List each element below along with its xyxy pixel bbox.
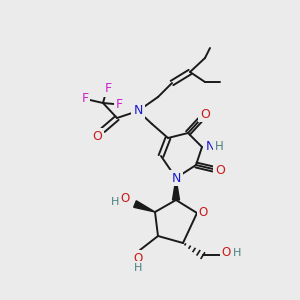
- Text: F: F: [116, 98, 123, 112]
- Polygon shape: [134, 201, 155, 212]
- Text: F: F: [81, 92, 88, 104]
- Text: F: F: [104, 82, 112, 95]
- Text: O: O: [221, 247, 231, 260]
- Text: O: O: [120, 193, 130, 206]
- Text: O: O: [215, 164, 225, 176]
- Text: H: H: [215, 140, 224, 154]
- Text: O: O: [134, 251, 142, 265]
- Text: N: N: [171, 172, 181, 184]
- Text: H: H: [134, 263, 142, 273]
- Text: N: N: [133, 104, 143, 118]
- Text: O: O: [92, 130, 102, 142]
- Text: O: O: [198, 206, 208, 218]
- Text: H: H: [111, 197, 119, 207]
- Text: N: N: [206, 140, 215, 154]
- Text: O: O: [200, 107, 210, 121]
- Polygon shape: [172, 178, 179, 200]
- Text: H: H: [233, 248, 241, 258]
